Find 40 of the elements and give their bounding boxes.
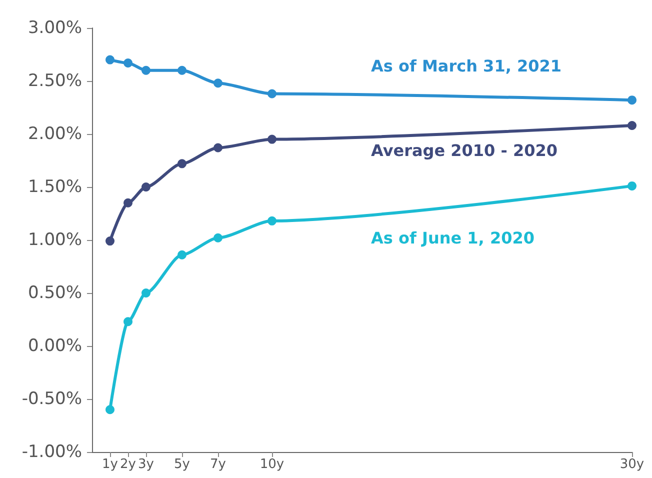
- point: [142, 66, 150, 75]
- point: [106, 55, 114, 64]
- series-label: As of March 31, 2021: [371, 56, 562, 76]
- y-tick-label: 0.00%: [28, 336, 82, 356]
- x-tick-label: 5y: [174, 457, 190, 472]
- point: [178, 250, 186, 260]
- x-tick-label: 30y: [620, 457, 644, 472]
- x-tick-label: 10y: [260, 457, 284, 472]
- point: [124, 198, 132, 208]
- x-tick-label: 7y: [210, 457, 226, 472]
- series-label: Average 2010 - 2020: [371, 141, 558, 160]
- point: [124, 317, 132, 326]
- y-tick-label: 2.50%: [28, 71, 82, 91]
- y-tick-label: 2.00%: [28, 124, 82, 144]
- y-tick-label: 1.00%: [28, 230, 82, 250]
- point: [106, 236, 114, 246]
- point: [142, 182, 150, 192]
- point: [268, 134, 276, 144]
- y-tick-label: 3.00%: [28, 18, 82, 38]
- point: [178, 66, 186, 75]
- point: [268, 89, 276, 98]
- x-tick-label: 2y: [120, 457, 136, 472]
- point: [142, 288, 150, 298]
- y-tick-label: 1.50%: [28, 177, 82, 197]
- x-tick-label: 3y: [138, 457, 154, 472]
- series-label: As of June 1, 2020: [371, 228, 534, 248]
- point: [628, 121, 636, 130]
- y-tick-label: 0.50%: [28, 283, 82, 303]
- y-tick-label: -1.00%: [22, 442, 82, 462]
- point: [106, 405, 114, 414]
- point: [628, 96, 636, 105]
- x-tick-label: 1y: [102, 457, 118, 472]
- point: [124, 58, 132, 68]
- point: [628, 181, 636, 190]
- point: [268, 216, 276, 226]
- point: [178, 159, 186, 168]
- point: [214, 143, 222, 152]
- point: [214, 233, 222, 242]
- point: [214, 78, 222, 88]
- y-tick-label: -0.50%: [22, 389, 82, 409]
